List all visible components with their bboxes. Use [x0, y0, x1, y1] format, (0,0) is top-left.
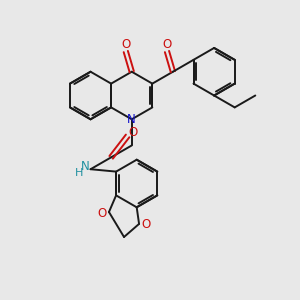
Text: O: O [121, 38, 130, 51]
Text: O: O [162, 38, 172, 51]
Text: O: O [98, 206, 107, 220]
Text: O: O [141, 218, 151, 231]
Text: N: N [128, 113, 136, 126]
Text: O: O [128, 127, 137, 140]
Text: N: N [81, 160, 90, 173]
Text: H: H [74, 168, 83, 178]
